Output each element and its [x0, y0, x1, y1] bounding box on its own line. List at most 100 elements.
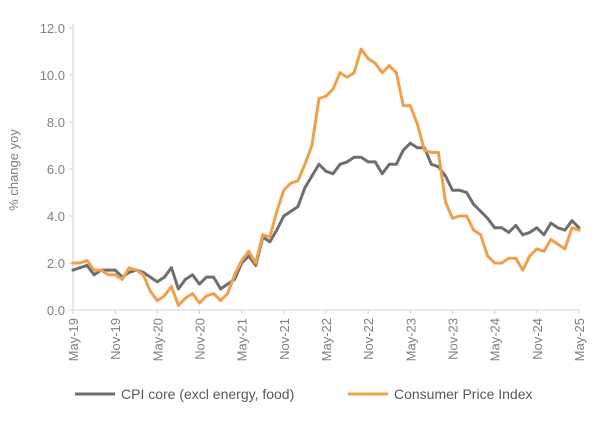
- data-point: [535, 226, 539, 230]
- data-point: [282, 188, 286, 192]
- data-point: [401, 104, 405, 107]
- y-tick-label: 10.0: [40, 68, 65, 83]
- data-point: [387, 162, 391, 166]
- y-tick-label: 2.0: [47, 256, 65, 271]
- data-point: [416, 146, 419, 150]
- data-point: [191, 273, 194, 277]
- data-point: [528, 254, 532, 258]
- data-point: [408, 141, 412, 145]
- data-point: [289, 181, 293, 185]
- y-tick-label: 4.0: [47, 209, 65, 224]
- data-point: [198, 282, 201, 286]
- axes: 0.0 2.0 4.0 6.0 8.0 10.0 12.0 May-19 Nov-19 May-2…: [40, 21, 587, 361]
- data-point: [514, 256, 518, 260]
- data-point: [521, 268, 525, 272]
- data-point: [317, 97, 321, 100]
- data-point: [352, 155, 356, 159]
- data-point: [184, 278, 187, 281]
- data-point: [254, 261, 258, 265]
- data-point: [268, 235, 272, 239]
- data-point: [99, 268, 103, 272]
- data-point: [373, 160, 377, 164]
- legend-label-0: CPI core (excl energy, food): [121, 386, 294, 402]
- data-point: [310, 174, 314, 178]
- data-point: [78, 266, 82, 270]
- data-point: [85, 264, 89, 267]
- data-point: [254, 264, 258, 267]
- data-point: [556, 242, 560, 246]
- data-point: [247, 249, 251, 253]
- data-point: [465, 191, 468, 194]
- data-point: [465, 214, 468, 218]
- data-point: [486, 254, 489, 258]
- data-point: [366, 57, 370, 60]
- data-point: [493, 261, 497, 265]
- data-point: [514, 224, 518, 227]
- y-tick-label: 12.0: [40, 21, 65, 36]
- data-point: [479, 209, 482, 213]
- y-tick-label: 6.0: [47, 162, 65, 177]
- data-point: [177, 287, 180, 291]
- data-point: [303, 186, 307, 190]
- data-point: [324, 94, 328, 98]
- data-point: [394, 71, 398, 75]
- data-point: [113, 273, 117, 277]
- x-tick-label: May-25: [572, 318, 587, 361]
- data-point: [563, 247, 567, 251]
- data-point: [92, 273, 96, 277]
- data-point: [570, 219, 574, 223]
- data-point: [240, 259, 244, 262]
- x-tick-label: Nov-20: [193, 318, 208, 360]
- x-tick-label: May-24: [488, 318, 503, 361]
- data-point: [331, 87, 335, 91]
- data-point: [205, 294, 208, 298]
- data-point: [458, 214, 461, 218]
- x-tick-label: May-23: [403, 318, 418, 361]
- data-point: [212, 292, 216, 295]
- data-point: [542, 249, 546, 253]
- data-point: [275, 228, 279, 232]
- data-point: [303, 162, 307, 166]
- data-point: [282, 214, 286, 218]
- data-point: [155, 280, 159, 284]
- y-tick-label: 8.0: [47, 115, 65, 130]
- data-point: [71, 261, 75, 265]
- legend: CPI core (excl energy, food) Consumer Pri…: [75, 386, 533, 402]
- x-tick-label: Nov-22: [361, 318, 376, 360]
- series-points-0: [71, 141, 581, 291]
- data-point: [493, 226, 497, 230]
- data-point: [458, 188, 461, 192]
- data-point: [359, 155, 363, 159]
- data-point: [106, 268, 110, 272]
- data-point: [85, 259, 89, 262]
- legend-label-1: Consumer Price Index: [394, 386, 533, 402]
- data-point: [268, 240, 272, 244]
- data-point: [563, 228, 567, 232]
- data-point: [542, 233, 546, 237]
- data-point: [148, 289, 152, 293]
- data-point: [198, 301, 201, 305]
- data-point: [549, 238, 553, 241]
- data-point: [155, 299, 159, 302]
- data-point: [78, 261, 82, 265]
- data-point: [177, 303, 180, 307]
- data-point: [556, 226, 560, 230]
- data-point: [226, 282, 230, 286]
- data-point: [507, 256, 511, 260]
- data-point: [275, 209, 279, 213]
- data-point: [366, 160, 370, 164]
- x-tick-label: May-22: [319, 318, 334, 361]
- data-point: [184, 296, 187, 300]
- data-point: [444, 174, 447, 178]
- data-point: [472, 228, 475, 232]
- data-point: [163, 294, 166, 298]
- data-point: [345, 75, 349, 79]
- data-point: [444, 200, 447, 204]
- data-point: [507, 231, 511, 234]
- data-point: [380, 172, 384, 176]
- data-point: [423, 148, 426, 152]
- data-point: [170, 266, 173, 270]
- data-point: [261, 233, 265, 237]
- x-tick-label: May-20: [150, 318, 165, 361]
- y-axis-title: % change yoy: [6, 129, 21, 211]
